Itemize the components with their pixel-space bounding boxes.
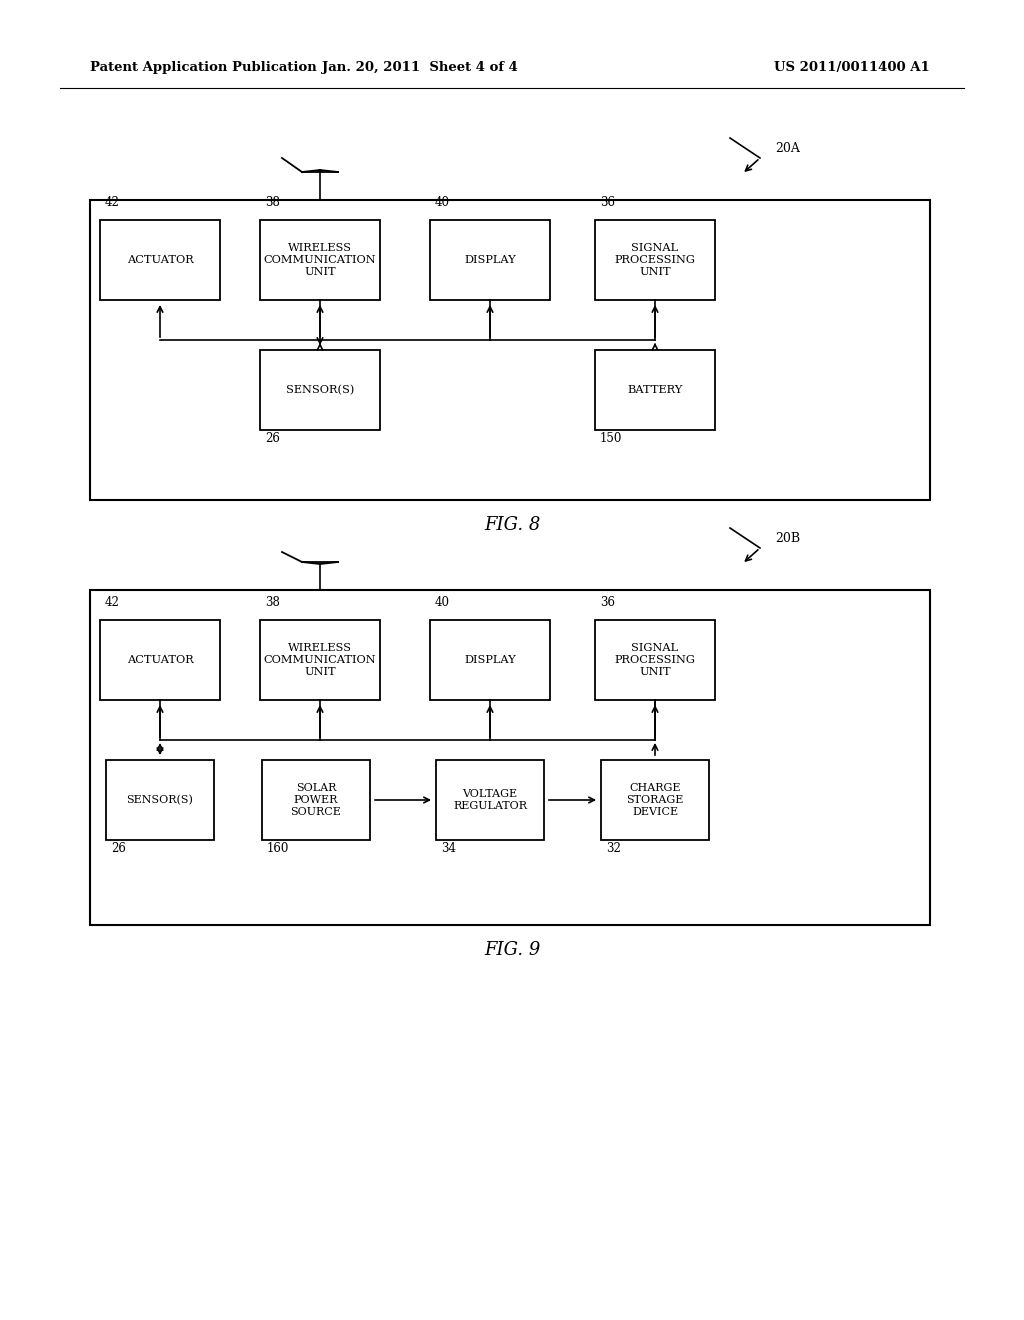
Text: 42: 42 <box>105 595 120 609</box>
Bar <box>436 760 544 840</box>
Text: CHARGE
STORAGE
DEVICE: CHARGE STORAGE DEVICE <box>627 783 684 817</box>
Text: 20A: 20A <box>775 141 800 154</box>
Text: SENSOR(S): SENSOR(S) <box>127 795 194 805</box>
Text: VOLTAGE
REGULATOR: VOLTAGE REGULATOR <box>453 789 527 810</box>
Text: 36: 36 <box>600 595 615 609</box>
Bar <box>595 620 715 700</box>
Text: 38: 38 <box>265 595 280 609</box>
Text: 26: 26 <box>111 842 126 854</box>
Text: BATTERY: BATTERY <box>628 385 683 395</box>
Bar <box>430 220 550 300</box>
Text: SIGNAL
PROCESSING
UNIT: SIGNAL PROCESSING UNIT <box>614 643 695 677</box>
Text: DISPLAY: DISPLAY <box>464 655 516 665</box>
Bar <box>260 620 380 700</box>
Text: FIG. 8: FIG. 8 <box>483 516 541 535</box>
Bar <box>90 201 930 500</box>
Text: 42: 42 <box>105 195 120 209</box>
Text: SENSOR(S): SENSOR(S) <box>286 385 354 395</box>
Bar <box>260 220 380 300</box>
Text: SOLAR
POWER
SOURCE: SOLAR POWER SOURCE <box>291 783 341 817</box>
Bar <box>90 590 930 925</box>
Text: WIRELESS
COMMUNICATION
UNIT: WIRELESS COMMUNICATION UNIT <box>264 243 376 277</box>
Text: SIGNAL
PROCESSING
UNIT: SIGNAL PROCESSING UNIT <box>614 243 695 277</box>
Bar <box>100 620 220 700</box>
Text: 150: 150 <box>600 432 623 445</box>
Text: DISPLAY: DISPLAY <box>464 255 516 265</box>
Text: 160: 160 <box>267 842 290 854</box>
Text: US 2011/0011400 A1: US 2011/0011400 A1 <box>774 62 930 74</box>
Text: 20B: 20B <box>775 532 800 544</box>
Bar <box>595 350 715 430</box>
Text: 36: 36 <box>600 195 615 209</box>
Bar <box>100 220 220 300</box>
Text: 40: 40 <box>435 595 450 609</box>
Text: 34: 34 <box>441 842 456 854</box>
Bar <box>106 760 214 840</box>
Bar <box>601 760 709 840</box>
Text: 38: 38 <box>265 195 280 209</box>
Bar <box>262 760 370 840</box>
Text: 40: 40 <box>435 195 450 209</box>
Bar <box>595 220 715 300</box>
Text: WIRELESS
COMMUNICATION
UNIT: WIRELESS COMMUNICATION UNIT <box>264 643 376 677</box>
Text: 26: 26 <box>265 432 280 445</box>
Text: Patent Application Publication: Patent Application Publication <box>90 62 316 74</box>
Text: FIG. 9: FIG. 9 <box>483 941 541 960</box>
Bar <box>430 620 550 700</box>
Bar <box>260 350 380 430</box>
Text: ACTUATOR: ACTUATOR <box>127 255 194 265</box>
Text: 32: 32 <box>606 842 621 854</box>
Text: Jan. 20, 2011  Sheet 4 of 4: Jan. 20, 2011 Sheet 4 of 4 <box>323 62 518 74</box>
Text: ACTUATOR: ACTUATOR <box>127 655 194 665</box>
